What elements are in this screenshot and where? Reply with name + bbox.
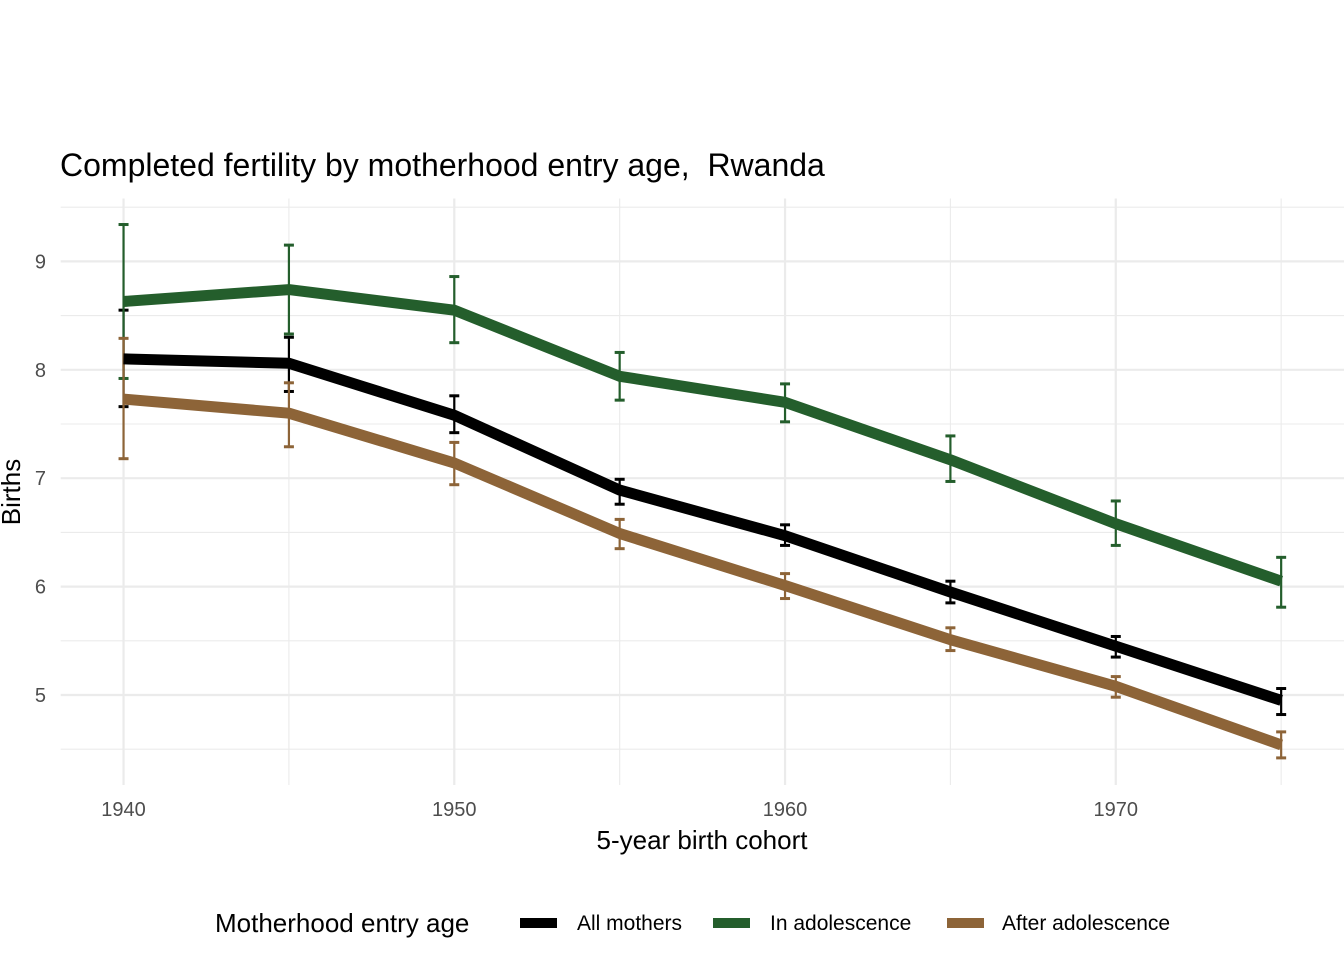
y-tick-label: 8 xyxy=(35,360,46,382)
error-bars-after-adolescence xyxy=(118,336,1287,760)
chart-title: Completed fertility by motherhood entry … xyxy=(60,147,825,183)
series-line-all-mothers xyxy=(123,353,1283,706)
x-tick-label: 1950 xyxy=(432,799,477,821)
x-axis-ticks: 1940 1950 1960 1970 xyxy=(101,799,1138,821)
legend-key-after-adolescence xyxy=(947,918,984,928)
legend: Motherhood entry age All mothers In adol… xyxy=(215,908,1170,938)
y-tick-label: 6 xyxy=(35,577,46,599)
x-tick-label: 1970 xyxy=(1094,799,1139,821)
y-axis-ticks: 5 6 7 8 9 xyxy=(35,251,46,707)
series-line-in-adolescence xyxy=(123,284,1284,587)
y-tick-label: 5 xyxy=(35,685,46,707)
y-tick-label: 9 xyxy=(35,251,46,273)
legend-key-all-mothers xyxy=(520,918,557,928)
legend-label-in-adolescence: In adolescence xyxy=(770,912,911,935)
legend-label-all-mothers: All mothers xyxy=(577,912,682,935)
x-axis-title: 5-year birth cohort xyxy=(597,825,809,855)
error-bars xyxy=(118,223,1287,760)
legend-label-after-adolescence: After adolescence xyxy=(1002,912,1170,935)
legend-key-in-adolescence xyxy=(713,918,750,928)
series-line-after-adolescence xyxy=(123,393,1284,751)
x-tick-label: 1940 xyxy=(101,799,146,821)
series-lines xyxy=(123,284,1284,751)
y-tick-label: 7 xyxy=(35,468,46,490)
y-axis-title: Births xyxy=(0,459,26,525)
x-tick-label: 1960 xyxy=(763,799,808,821)
legend-title: Motherhood entry age xyxy=(215,908,469,938)
